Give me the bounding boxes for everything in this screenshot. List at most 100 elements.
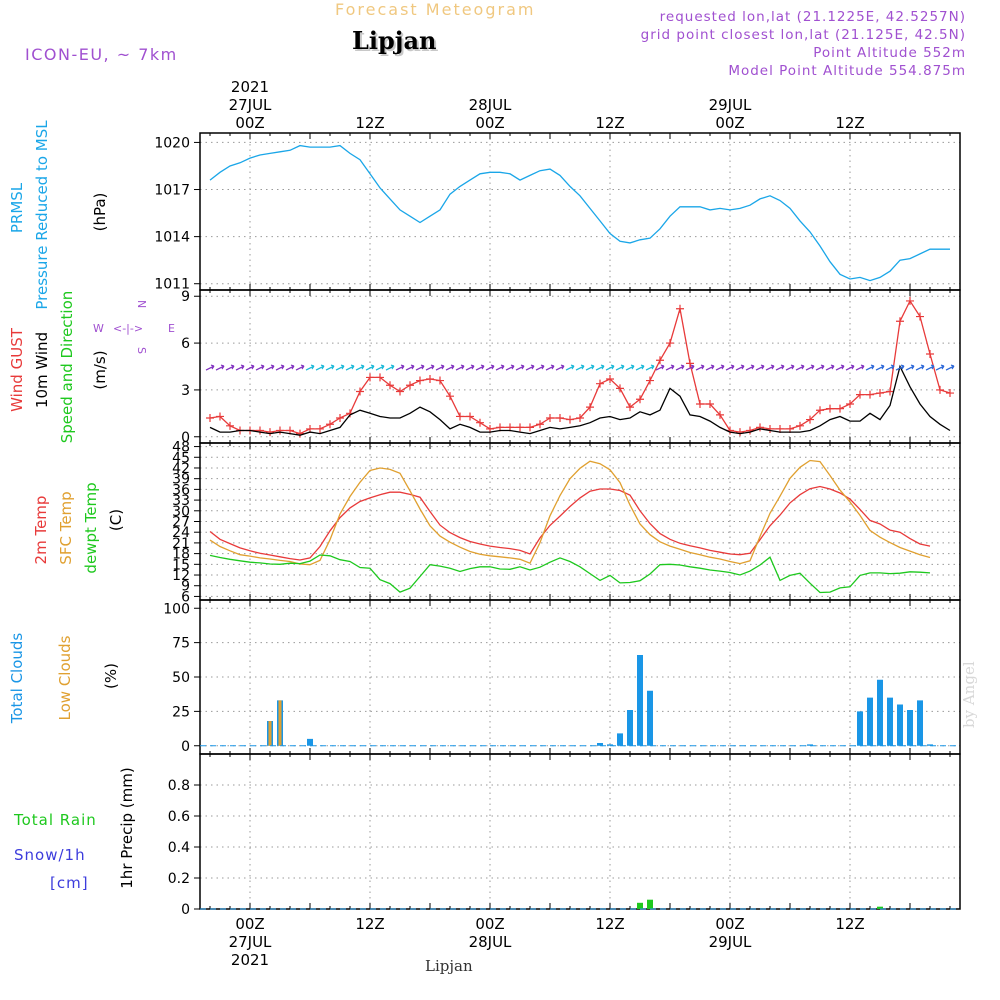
wind-direction-arrow: [795, 364, 805, 371]
gust-point: [396, 387, 404, 396]
wind-direction-arrow: [315, 364, 325, 371]
wind-direction-arrow: [645, 364, 655, 371]
y-tick-label: 100: [163, 601, 190, 617]
wind-direction-arrow: [415, 364, 425, 371]
gust-point: [876, 389, 884, 398]
gust-point: [716, 410, 724, 419]
wind-direction-arrow: [595, 364, 605, 371]
wind-direction-arrow: [585, 364, 595, 371]
y-tick-label: 75: [172, 636, 190, 652]
y-tick-label: 0.2: [168, 871, 190, 887]
header-location: Lipjan: [352, 26, 437, 55]
gust-point: [686, 359, 694, 368]
wind-direction-arrow: [805, 364, 815, 371]
gust-point: [386, 381, 394, 390]
wind-direction-arrow: [485, 364, 495, 371]
wind-direction-arrow: [215, 364, 225, 371]
y-tick-label: 0: [181, 430, 190, 446]
credit: by Angel: [960, 661, 978, 728]
y-tick-label: 9: [181, 579, 190, 595]
gust-point: [406, 381, 414, 390]
compass-arrows: <-|->: [113, 322, 143, 335]
wind-direction-arrow: [755, 364, 765, 371]
panel-frame-precip: [199, 753, 961, 910]
ylabel-temp2m: 2m Temp: [32, 496, 50, 565]
gust-point: [696, 399, 704, 408]
time-label-top: 12Z: [595, 114, 624, 132]
wind-direction-arrow: [345, 364, 355, 371]
wind-direction-arrow: [685, 364, 695, 371]
y-tick-label: 30: [172, 504, 190, 520]
wind-direction-arrow: [275, 364, 285, 371]
gust-point: [376, 373, 384, 382]
y-tick-label: 1017: [154, 183, 190, 199]
wind-direction-arrow: [545, 364, 555, 371]
y-tick-label: 1011: [154, 277, 190, 293]
ylabel-precip: 1hr Precip (mm): [118, 767, 136, 888]
y-tick-label: 6: [181, 336, 190, 352]
wind-direction-arrow: [765, 364, 775, 371]
y-tick-label: 33: [172, 493, 190, 509]
gust-point: [906, 296, 914, 305]
bar-total-clouds: [887, 697, 893, 746]
series-line-dewpt-temp: [209, 554, 931, 594]
y-tick-label: 12: [172, 568, 190, 584]
gust-point: [606, 374, 614, 383]
bar-total-clouds: [877, 679, 883, 746]
wind-direction-arrow: [915, 364, 925, 371]
wind-direction-arrow: [305, 364, 315, 371]
bar-total-clouds: [647, 690, 653, 746]
gust-point: [836, 404, 844, 413]
time-label-top: 00Z: [715, 114, 744, 132]
y-tick-label: 27: [172, 515, 190, 531]
wind-direction-arrow: [535, 364, 545, 371]
header-point-altitude: Point Altitude 552m: [813, 45, 966, 61]
time-label-bottom: 29JUL: [709, 933, 752, 951]
bar-low-clouds: [268, 721, 272, 746]
header-model: ICON-EU, ~ 7km: [25, 45, 178, 64]
gust-point: [576, 414, 584, 423]
wind-direction-arrow: [455, 364, 465, 371]
wind-direction-arrow: [655, 364, 665, 371]
bar-total-clouds: [607, 744, 613, 746]
ylabel-pressure-unit: (hPa): [91, 193, 109, 232]
bar-total-clouds: [907, 710, 913, 746]
time-label-bottom: 12Z: [835, 915, 864, 933]
ylabel-low-clouds: Low Clouds: [56, 635, 74, 720]
wind-direction-arrow: [855, 364, 865, 371]
y-tick-label: 39: [172, 472, 190, 488]
time-label-bottom: 00Z: [715, 915, 744, 933]
gust-point: [856, 390, 864, 399]
wind-direction-arrow: [505, 364, 515, 371]
wind-direction-arrow: [205, 364, 215, 371]
gust-point: [256, 426, 264, 435]
wind-direction-arrow: [615, 364, 625, 371]
ylabel-prmsl: PRMSL: [8, 182, 26, 233]
gust-point: [436, 376, 444, 385]
y-tick-label: 50: [172, 670, 190, 686]
bar-total-clouds: [917, 700, 923, 746]
header-model-altitude: Model Point Altitude 554.875m: [728, 63, 966, 79]
gust-point: [816, 406, 824, 415]
time-label-top: 12Z: [835, 114, 864, 132]
y-tick-label: 1020: [154, 135, 190, 151]
gust-point: [326, 420, 334, 429]
ylabel-sfctemp: SFC Temp: [57, 491, 75, 564]
gust-point: [616, 384, 624, 393]
wind-direction-arrow: [295, 364, 305, 371]
y-tick-label: 0: [181, 902, 190, 918]
y-tick-label: 15: [172, 557, 190, 573]
time-label-top: 28JUL: [469, 96, 512, 114]
y-tick-label: 21: [172, 536, 190, 552]
compass-n: N: [135, 300, 148, 308]
wind-direction-arrow: [465, 364, 475, 371]
y-tick-label: 0.4: [168, 840, 190, 856]
wind-direction-arrow: [715, 364, 725, 371]
wind-direction-arrow: [565, 364, 575, 371]
bar-total-rain: [637, 902, 643, 909]
gust-point: [366, 373, 374, 382]
time-label-bottom: 28JUL: [469, 933, 512, 951]
wind-direction-arrow: [335, 364, 345, 371]
series-line-2m-temp: [209, 485, 931, 561]
